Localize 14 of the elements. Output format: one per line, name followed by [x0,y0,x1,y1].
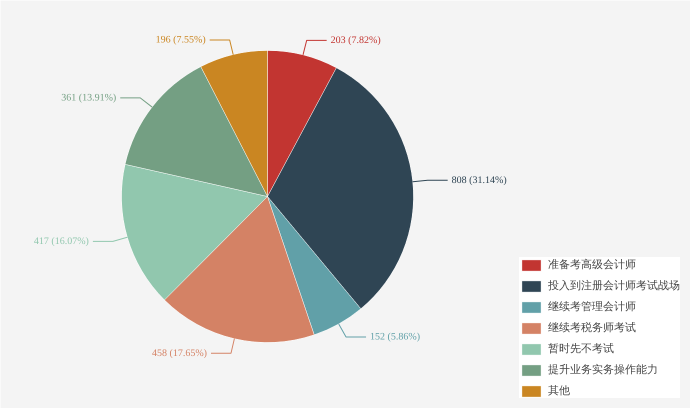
data-label: 417 (16.07%) [34,236,89,247]
data-label: 361 (13.91%) [61,92,116,104]
data-label: 196 (7.55%) [156,34,206,46]
legend-label: 提升业务实务操作能力 [548,362,658,377]
data-label: 808 (31.14%) [452,174,507,186]
data-label: 152 (5.86%) [370,332,420,343]
legend-label: 继续考管理会计师 [548,299,636,314]
legend-label: 投入到注册会计师考试战场 [548,278,680,293]
legend-label: 继续考税务师考试 [548,320,636,335]
data-label: 458 (17.65%) [152,348,207,359]
legend-label: 其他 [548,383,570,398]
legend-label: 准备考高级会计师 [548,257,636,272]
legend-label: 暂时先不考试 [548,341,614,356]
data-label: 203 (7.82%) [330,34,381,46]
